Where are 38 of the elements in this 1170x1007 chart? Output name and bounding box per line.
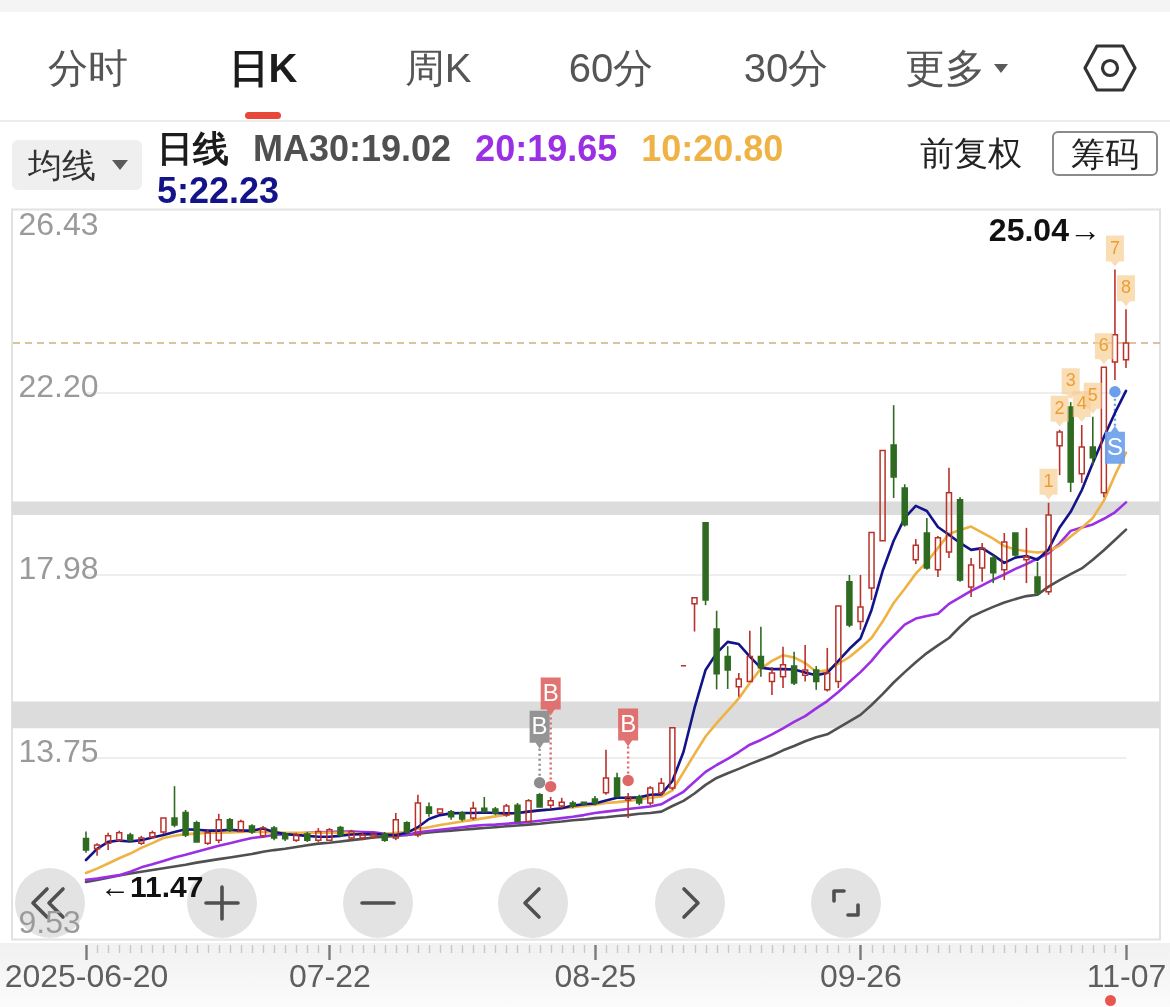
text: MA30:19.02 [253,128,452,170]
text: 更多 [905,45,985,92]
text: 周K [404,45,472,92]
text: 5 [1087,384,1098,405]
text: 7 [1109,237,1120,258]
x-tick-label: 08-25 [554,958,637,994]
text: 日K [228,45,298,92]
text: 30分 [743,45,829,92]
dropdown: 均线 [12,140,142,190]
text: 8 [1120,277,1132,298]
annotation: S [1106,432,1123,460]
y-tick-label: 26.43 [18,206,99,242]
y-tick-label: 17.98 [18,550,99,586]
annotation: ←11.47 [100,869,204,903]
text: 5:22.23 [157,170,280,212]
legend-title: 日线 [157,128,229,170]
button: 筹码 [1052,131,1158,176]
text: 4 [1076,393,1087,414]
text: 2 [1054,397,1065,418]
annotation: 25.04→ [988,211,1101,248]
text: 60分 [568,45,654,92]
y-tick-label: 22.20 [18,367,99,404]
text: 3 [1065,370,1076,391]
x-tick-label: 07-22 [288,958,371,994]
x-tick-label: 09-26 [820,958,902,994]
x-tick-label: 2025-06-20 [4,958,169,994]
y-tick-label: 13.75 [18,732,99,769]
x-tick-label: 11-07 [1086,958,1167,994]
text: 分时 [48,45,128,92]
annotation: B [531,711,548,739]
text: 1 [1043,470,1054,491]
text: 10:20.80 [641,128,784,170]
text: 20:19.65 [475,128,618,170]
text: 6 [1098,335,1109,356]
y-tick-label: 9.53 [18,904,81,940]
text: 前复权 [920,133,1022,174]
annotation: B [620,709,637,737]
annotation: B [542,678,559,706]
